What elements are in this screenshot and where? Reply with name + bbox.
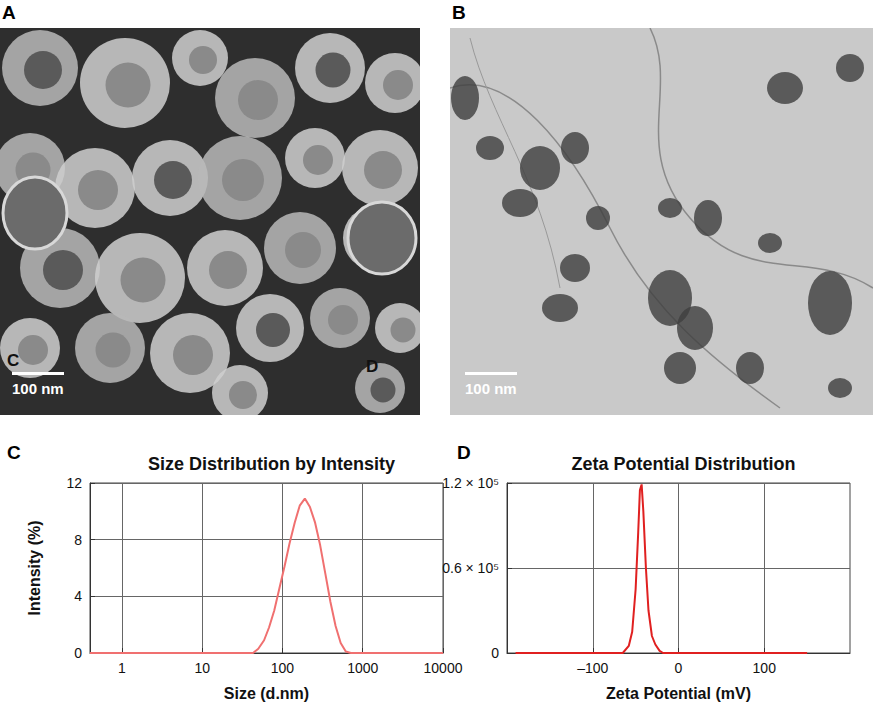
svg-text:1000: 1000 bbox=[347, 660, 378, 676]
svg-text:100: 100 bbox=[271, 660, 295, 676]
svg-text:Zeta Potential Distribution: Zeta Potential Distribution bbox=[571, 454, 795, 474]
svg-text:100 nm: 100 nm bbox=[12, 380, 64, 397]
svg-text:100: 100 bbox=[753, 660, 777, 676]
svg-text:–100: –100 bbox=[577, 660, 608, 676]
svg-text:0: 0 bbox=[675, 660, 683, 676]
svg-text:1: 1 bbox=[118, 660, 126, 676]
svg-text:C: C bbox=[7, 442, 21, 463]
svg-text:8: 8 bbox=[74, 532, 82, 548]
svg-text:4: 4 bbox=[74, 588, 82, 604]
svg-text:0: 0 bbox=[491, 645, 499, 661]
svg-text:D: D bbox=[366, 357, 378, 376]
svg-text:C: C bbox=[7, 351, 19, 370]
svg-text:1.2 × 10⁵: 1.2 × 10⁵ bbox=[442, 475, 499, 491]
html-text:B: B bbox=[452, 2, 466, 23]
svg-text:Intensity (%): Intensity (%) bbox=[26, 520, 43, 615]
svg-text:Size (d.nm): Size (d.nm) bbox=[224, 685, 309, 702]
svg-text:100 nm: 100 nm bbox=[465, 380, 517, 397]
svg-text:Size Distribution by Intensity: Size Distribution by Intensity bbox=[148, 454, 395, 474]
svg-text:D: D bbox=[457, 442, 471, 463]
svg-text:0.6 × 10⁵: 0.6 × 10⁵ bbox=[442, 560, 499, 576]
svg-text:10000: 10000 bbox=[424, 660, 463, 676]
svg-text:Zeta Potential (mV): Zeta Potential (mV) bbox=[606, 685, 751, 702]
html-text:A: A bbox=[2, 2, 16, 23]
svg-text:10: 10 bbox=[194, 660, 210, 676]
svg-text:0: 0 bbox=[74, 645, 82, 661]
svg-text:12: 12 bbox=[66, 475, 82, 491]
